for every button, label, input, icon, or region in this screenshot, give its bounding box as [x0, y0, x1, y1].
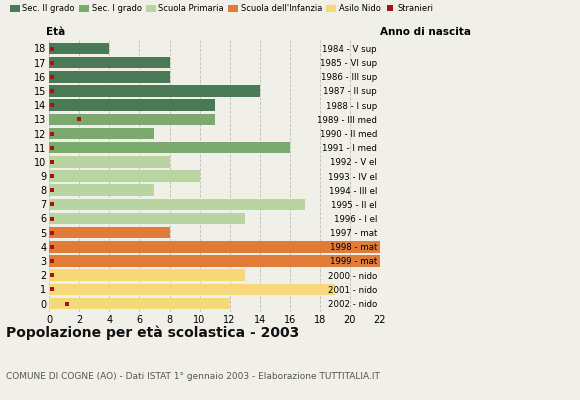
- Text: Anno di nascita: Anno di nascita: [380, 27, 471, 37]
- Bar: [49, 170, 200, 182]
- Text: Popolazione per età scolastica - 2003: Popolazione per età scolastica - 2003: [6, 326, 299, 340]
- Bar: [49, 156, 169, 168]
- Text: COMUNE DI COGNE (AO) - Dati ISTAT 1° gennaio 2003 - Elaborazione TUTTITALIA.IT: COMUNE DI COGNE (AO) - Dati ISTAT 1° gen…: [6, 372, 380, 381]
- Bar: [49, 198, 304, 210]
- Bar: [49, 142, 290, 154]
- Bar: [49, 184, 154, 196]
- Bar: [49, 43, 110, 54]
- Bar: [49, 241, 380, 253]
- Bar: [49, 114, 215, 125]
- Text: Età: Età: [46, 27, 65, 37]
- Bar: [49, 284, 335, 295]
- Legend: Sec. II grado, Sec. I grado, Scuola Primaria, Scuola dell'Infanzia, Asilo Nido, : Sec. II grado, Sec. I grado, Scuola Prim…: [10, 4, 433, 13]
- Bar: [49, 71, 169, 83]
- Bar: [49, 227, 169, 238]
- Bar: [49, 99, 215, 111]
- Bar: [49, 128, 154, 139]
- Bar: [49, 57, 169, 68]
- Bar: [49, 85, 260, 97]
- Bar: [49, 255, 380, 267]
- Bar: [49, 298, 230, 309]
- Bar: [49, 269, 245, 281]
- Bar: [49, 213, 245, 224]
